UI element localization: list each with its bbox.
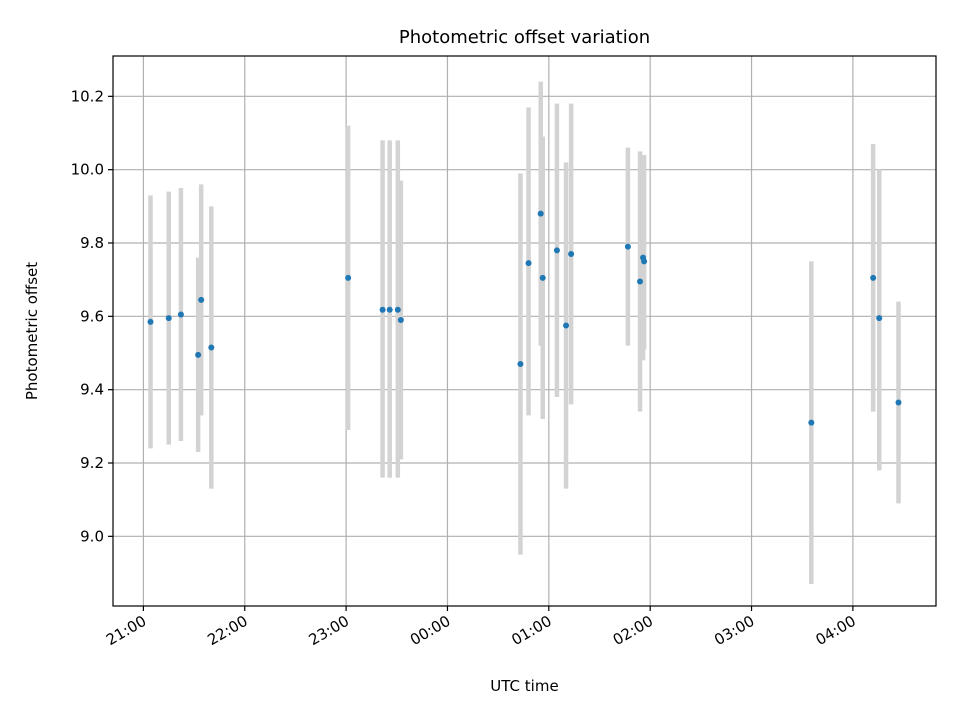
data-point bbox=[147, 318, 154, 325]
data-point bbox=[539, 274, 546, 281]
y-axis-ticks: 9.0 9.2 9.4 9.6 9.8 10.0 10.2 bbox=[71, 87, 113, 545]
data-point bbox=[895, 399, 902, 406]
data-point bbox=[637, 278, 644, 285]
chart-title: Photometric offset variation bbox=[399, 27, 650, 48]
data-point bbox=[386, 306, 393, 313]
plot-frame bbox=[112, 55, 937, 607]
data-point bbox=[177, 311, 184, 318]
data-point bbox=[525, 260, 532, 267]
y-tick-label: 9.4 bbox=[80, 381, 104, 399]
data-point bbox=[397, 317, 404, 323]
y-tick-label: 9.6 bbox=[80, 307, 104, 325]
data-point bbox=[345, 274, 352, 281]
y-tick-label: 9.2 bbox=[80, 454, 104, 472]
data-point bbox=[876, 315, 883, 322]
data-point bbox=[870, 274, 877, 281]
data-point bbox=[537, 210, 544, 217]
data-point bbox=[195, 351, 202, 358]
data-point bbox=[208, 344, 215, 351]
y-tick-label: 10.2 bbox=[71, 87, 104, 105]
y-axis-label: Photometric offset bbox=[23, 262, 41, 400]
data-point bbox=[517, 361, 524, 367]
x-axis-label: UTC time bbox=[490, 677, 558, 695]
data-point bbox=[624, 243, 631, 250]
data-point bbox=[553, 247, 560, 254]
data-point bbox=[808, 419, 815, 426]
data-point bbox=[641, 258, 648, 265]
data-point bbox=[165, 315, 172, 322]
y-tick-label: 9.0 bbox=[80, 527, 104, 545]
y-tick-label: 10.0 bbox=[71, 161, 104, 179]
data-point bbox=[379, 306, 386, 313]
data-point bbox=[568, 251, 575, 257]
data-point bbox=[394, 306, 401, 313]
y-tick-label: 9.8 bbox=[80, 234, 104, 252]
data-points bbox=[147, 210, 902, 426]
data-point bbox=[563, 322, 570, 329]
data-point bbox=[198, 296, 205, 303]
